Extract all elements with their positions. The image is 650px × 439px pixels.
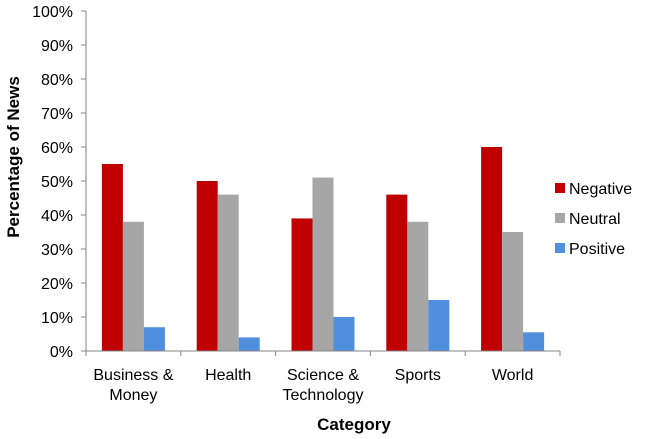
y-tick-label: 0%	[50, 344, 73, 361]
legend-swatch-negative	[555, 183, 565, 193]
bar-positive-4	[523, 332, 545, 351]
x-axis-title: Category	[317, 415, 391, 434]
y-tick-label: 70%	[41, 106, 73, 123]
bar-negative-2	[291, 218, 313, 351]
y-tick-label: 80%	[41, 72, 73, 89]
y-tick-label: 100%	[32, 4, 73, 21]
y-tick-label: 90%	[41, 38, 73, 55]
y-tick-label: 60%	[41, 140, 73, 157]
bar-positive-1	[238, 337, 260, 351]
bar-neutral-4	[502, 232, 524, 351]
x-tick-label: Business & Money	[93, 367, 173, 404]
legend-swatch-positive	[555, 243, 565, 253]
x-tick-label: World	[492, 367, 534, 384]
x-tick-label: Science & Technology	[283, 367, 364, 404]
bar-negative-4	[481, 147, 503, 351]
y-axis: 0% 10% 20% 30% 40% 50% 60% 70% 80% 90% 100%	[32, 4, 87, 361]
legend-label-neutral: Neutral	[569, 211, 621, 228]
bars-group	[101, 147, 545, 351]
bar-negative-0	[101, 164, 123, 351]
y-tick-label: 50%	[41, 174, 73, 191]
bar-positive-2	[333, 317, 355, 351]
legend-label-negative: Negative	[569, 181, 632, 198]
y-tick-label: 20%	[41, 276, 73, 293]
x-axis: Business & Money Health Science & Technology…	[85, 350, 561, 404]
bar-neutral-3	[407, 221, 429, 351]
y-axis-title: Percentage of News	[4, 76, 23, 238]
bar-negative-1	[196, 181, 218, 351]
bar-neutral-2	[312, 177, 334, 351]
x-tick-label: Sports	[395, 367, 441, 384]
legend: Negative Neutral Positive	[555, 181, 632, 258]
bar-neutral-0	[122, 221, 144, 351]
bar-neutral-1	[217, 194, 239, 351]
x-tick-label: Health	[205, 367, 251, 384]
bar-negative-3	[386, 194, 408, 351]
bar-positive-3	[428, 300, 450, 351]
legend-label-positive: Positive	[569, 241, 625, 258]
bar-positive-0	[143, 327, 165, 351]
y-tick-label: 30%	[41, 242, 73, 259]
y-tick-label: 10%	[41, 310, 73, 327]
y-tick-label: 40%	[41, 208, 73, 225]
legend-swatch-neutral	[555, 213, 565, 223]
